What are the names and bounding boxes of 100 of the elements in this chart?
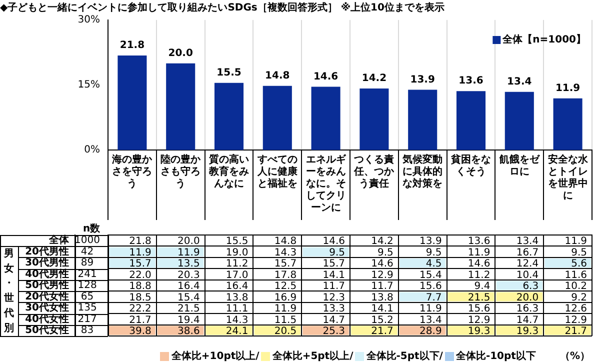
- data-label: 11.1: [226, 304, 248, 315]
- data-label: 14.7: [516, 314, 539, 326]
- data-label: 9.2: [571, 292, 587, 304]
- data-label: 20.5: [274, 326, 297, 337]
- data-label: 16.4: [178, 281, 200, 292]
- data-label: 39.8: [129, 326, 152, 337]
- y2-tick-label: 241: [78, 268, 97, 280]
- data-label: 12.9: [564, 314, 587, 326]
- data-label: 19.0: [226, 247, 248, 258]
- bar: [408, 90, 438, 150]
- y2-tick-label: 1000: [74, 235, 100, 246]
- legend-label: 全体比-5pt以下/: [366, 350, 443, 363]
- data-label: 10.2: [564, 281, 587, 292]
- bar: [456, 91, 486, 150]
- text: 11.9: [555, 83, 580, 94]
- data-label: 11.2: [468, 270, 490, 281]
- data-label: 14.6: [322, 236, 345, 248]
- data-label: 9.5: [426, 247, 442, 258]
- text: 20.0: [168, 48, 193, 59]
- x-tick-label: 貧困をなくそう: [450, 154, 491, 178]
- y-axis-title: 男女・世代別: [3, 247, 14, 334]
- data-label: 28.9: [420, 326, 442, 337]
- data-label: 17.8: [274, 270, 297, 281]
- data-label: 11.9: [420, 304, 442, 315]
- x-tick-label: 安全な水とトイレを世界中に: [548, 154, 589, 202]
- data-label: 15.4: [178, 292, 200, 304]
- y2-tick-label: 89: [80, 258, 94, 269]
- data-label: 21.5: [178, 304, 200, 315]
- text: 13.6: [458, 76, 484, 87]
- data-label: 15.7: [322, 258, 345, 270]
- data-label: 11.2: [226, 258, 248, 270]
- data-label: 14.2: [371, 236, 394, 248]
- data-label: 16.9: [274, 292, 297, 304]
- bar: [311, 86, 340, 150]
- data-label: 22.0: [129, 270, 152, 281]
- data-label: 21.7: [129, 314, 152, 326]
- data-label: 13.3: [322, 304, 345, 315]
- data-label: 11.6: [564, 270, 587, 281]
- data-label: 11.9: [564, 236, 587, 248]
- y2-axis-title: n数: [82, 222, 102, 235]
- data-label: 11.9: [178, 247, 200, 258]
- data-label: 13.6: [468, 236, 490, 248]
- data-label: 11.7: [322, 281, 345, 292]
- x-tick-label: 気候変動に具体的な対策を: [402, 154, 443, 190]
- text: 14.8: [265, 70, 290, 82]
- y-tick-label: 30代女性: [25, 302, 69, 314]
- bar: [262, 86, 292, 150]
- bar: [214, 82, 244, 150]
- x-tick-label: エネルギーをみんなに。そしてクリーンに: [306, 154, 347, 214]
- data-label: 18.5: [129, 292, 152, 304]
- y-tick-label: 15%: [78, 80, 100, 91]
- x-tick-label: 質の高い教育をみんなに: [208, 154, 249, 190]
- data-label: 14.7: [322, 314, 345, 326]
- y-tick-label: 30%: [78, 14, 100, 26]
- data-label: 11.9: [468, 247, 490, 258]
- data-label: 24.1: [226, 326, 248, 337]
- data-label: 12.9: [371, 270, 394, 281]
- data-label: 9.5: [329, 247, 345, 258]
- data-label: 14.6: [371, 258, 394, 270]
- data-label: 18.8: [129, 281, 152, 292]
- data-label: 13.9: [420, 236, 442, 248]
- data-label: 11.9: [129, 247, 152, 258]
- data-label: 6.3: [522, 281, 539, 292]
- text: 14.2: [362, 73, 387, 84]
- data-label: 20.0: [516, 292, 539, 304]
- data-label: 12.4: [516, 258, 539, 270]
- y-tick-label: 20代女性: [25, 290, 69, 302]
- bar: [360, 88, 389, 150]
- data-label: 19.3: [516, 326, 539, 337]
- data-label: 13.8: [226, 292, 248, 304]
- data-label: 14.3: [226, 314, 248, 326]
- data-label: 12.3: [322, 292, 345, 304]
- data-label: 22.2: [129, 304, 152, 315]
- data-label: 12.6: [564, 304, 587, 315]
- data-label: 15.6: [468, 304, 490, 315]
- y2-tick-label: 128: [78, 280, 97, 292]
- x-tick-label: 陸の豊かさも守ろう: [160, 154, 202, 190]
- data-label: 15.4: [420, 270, 442, 281]
- data-label: 9.5: [377, 247, 394, 258]
- data-label: 9.4: [474, 281, 490, 292]
- data-label: 14.1: [371, 304, 394, 315]
- data-label: 7.7: [426, 292, 442, 304]
- data-label: 9.5: [571, 247, 587, 258]
- y2-tick-label: 65: [80, 291, 94, 302]
- data-label: 20.3: [178, 270, 200, 281]
- data-label: 15.5: [226, 236, 248, 248]
- data-label: 16.4: [226, 281, 248, 292]
- data-label: 25.3: [322, 326, 345, 337]
- data-label: 15.7: [274, 258, 297, 270]
- data-label: 20.0: [178, 236, 200, 248]
- bar: [118, 56, 147, 150]
- data-label: 13.4: [516, 236, 539, 248]
- legend-label: 全体比+10pt以上/: [171, 350, 260, 363]
- data-label: 15.7: [129, 258, 152, 270]
- legend-label: 全体【n=1000】: [502, 34, 586, 46]
- legend-label: 全体比+5pt以上/: [272, 350, 354, 363]
- y-tick-label: 全体: [48, 234, 70, 246]
- data-label: 16.7: [516, 247, 539, 258]
- data-label: 13.4: [420, 314, 442, 326]
- chart-title: ◆子どもと一緒にイベントに参加して取り組みたいSDGs［複数回答形式］ ※上位10位までを表示: [0, 2, 444, 14]
